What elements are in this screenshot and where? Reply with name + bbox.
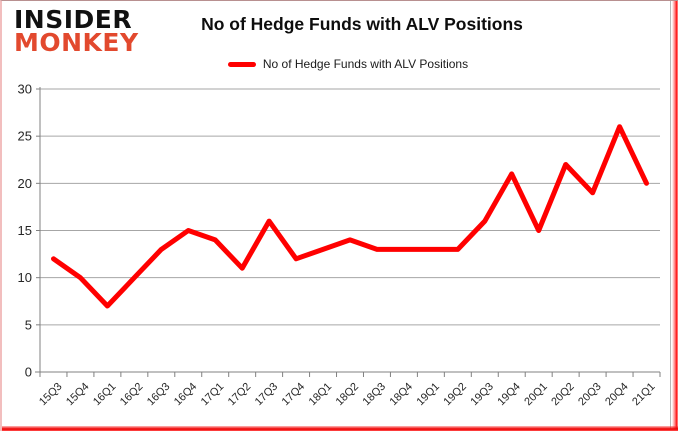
x-tick-label: 19Q2 bbox=[441, 381, 469, 409]
y-tick-label: 15 bbox=[18, 223, 32, 238]
x-tick-label: 20Q2 bbox=[549, 381, 577, 409]
x-tick-label: 19Q4 bbox=[495, 381, 523, 409]
x-tick-label: 15Q3 bbox=[37, 381, 65, 409]
y-tick-label: 5 bbox=[25, 317, 32, 332]
x-tick-label: 17Q2 bbox=[226, 381, 254, 409]
legend-line-swatch bbox=[227, 61, 256, 67]
x-tick-label: 19Q1 bbox=[414, 381, 442, 409]
x-tick-label: 18Q3 bbox=[361, 381, 389, 409]
x-tick-label: 16Q3 bbox=[145, 381, 173, 409]
logo-text-monkey: MONKEY bbox=[14, 28, 139, 58]
x-tick-label: 19Q3 bbox=[468, 381, 496, 409]
y-tick-label: 30 bbox=[18, 82, 32, 97]
image-border-line bbox=[670, 1, 671, 431]
series-line bbox=[51, 124, 649, 309]
x-tick-label: 16Q2 bbox=[118, 381, 146, 409]
insider-monkey-logo: INSIDER MONKEY bbox=[14, 5, 139, 58]
x-tick-label: 16Q4 bbox=[172, 381, 200, 409]
x-tick-label: 20Q4 bbox=[603, 381, 631, 409]
chart-title: No of Hedge Funds with ALV Positions bbox=[201, 14, 523, 34]
x-tick-label: 20Q1 bbox=[522, 381, 550, 409]
x-tick-label: 17Q3 bbox=[253, 381, 281, 409]
x-tick-label: 21Q1 bbox=[630, 381, 658, 409]
y-tick-label: 20 bbox=[18, 176, 32, 191]
chart-legend: No of Hedge Funds with ALV Positions bbox=[2, 57, 678, 71]
x-tick-label: 18Q4 bbox=[388, 381, 416, 409]
legend-label: No of Hedge Funds with ALV Positions bbox=[262, 57, 469, 71]
x-tick-label: 15Q4 bbox=[64, 381, 92, 409]
logo-text-insider: INSIDER bbox=[14, 5, 133, 34]
x-tick-label: 18Q1 bbox=[307, 381, 335, 409]
y-tick-label: 25 bbox=[18, 129, 32, 144]
y-tick-label: 0 bbox=[25, 365, 32, 380]
x-tick-label: 16Q1 bbox=[91, 381, 119, 409]
x-tick-label: 17Q4 bbox=[280, 381, 308, 409]
x-tick-label: 20Q3 bbox=[576, 381, 604, 409]
y-tick-label: 10 bbox=[18, 270, 32, 285]
x-tick-label: 18Q2 bbox=[334, 381, 362, 409]
x-tick-label: 17Q1 bbox=[199, 381, 227, 409]
